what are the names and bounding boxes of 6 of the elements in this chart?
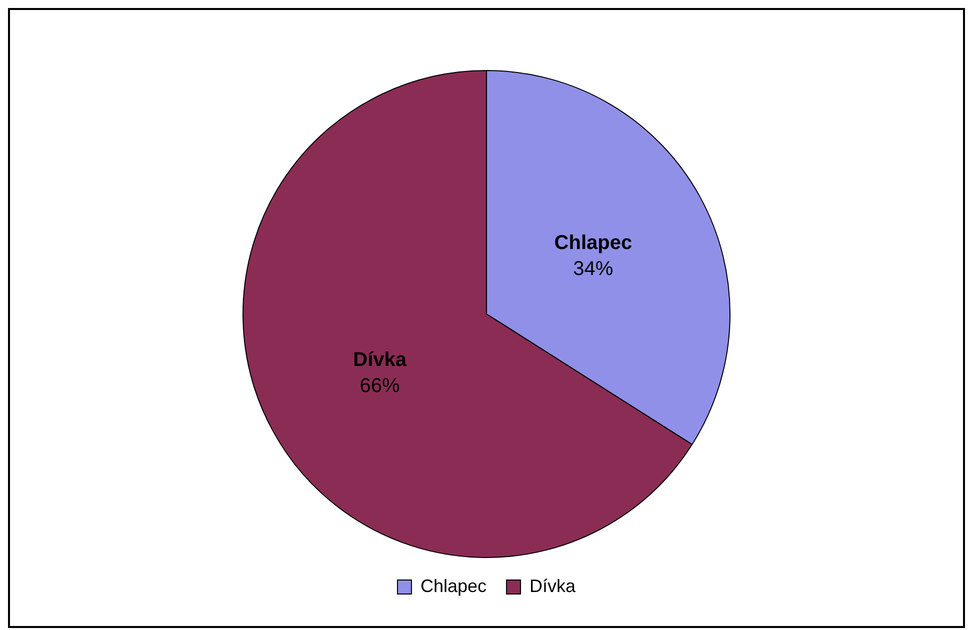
legend-label: Chlapec <box>420 576 487 596</box>
legend-label: Dívka <box>530 576 577 596</box>
data-label: 66% <box>360 375 400 398</box>
data-label: 34% <box>573 258 614 280</box>
slice-label: Chlapec <box>554 232 632 254</box>
slice-label: Dívka <box>353 349 408 372</box>
